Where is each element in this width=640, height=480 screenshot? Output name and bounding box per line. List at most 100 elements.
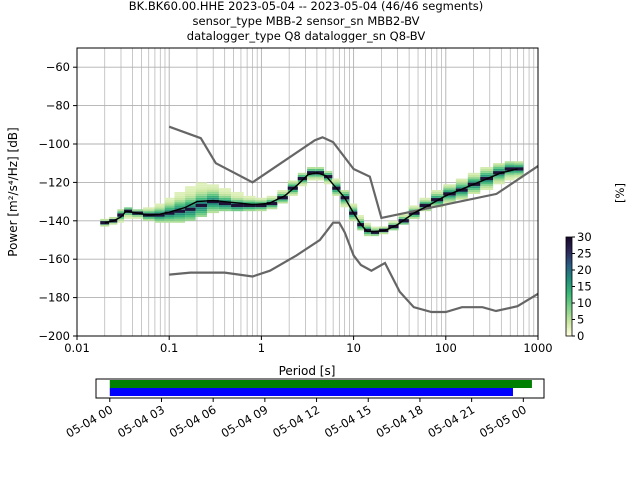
density-cell [287,190,298,192]
density-cell [493,167,505,169]
density-cell [218,207,232,210]
density-cell [185,216,196,219]
density-cell [124,213,133,216]
density-cell [266,207,278,210]
density-cell [185,215,196,217]
plot-frame [76,47,539,337]
density-cell [287,192,298,194]
density-cell [467,188,481,191]
density-cell [340,192,350,194]
colorbar-segment [566,326,572,329]
density-cell [443,186,456,189]
density-cell [443,190,456,192]
density-cell [174,207,186,210]
density-cell [255,207,267,210]
density-cell [349,216,358,219]
density-cell [443,201,456,204]
density-cell [277,199,288,202]
density-cell [164,216,175,219]
colorbar-segment [566,331,572,334]
density-cell [206,184,219,187]
density-cell [109,216,118,219]
density-cell [100,224,110,227]
density-peak-cell [370,230,380,234]
density-cell [493,168,505,171]
density-cell [297,174,308,177]
density-cell [174,199,186,202]
density-cell [363,222,371,225]
density-cell [357,216,364,219]
colorbar-segment [566,296,572,299]
density-cell [307,168,316,171]
density-cell [124,215,133,217]
density-cell [455,180,468,183]
x-tick-label: 1 [258,341,265,355]
density-cell [195,184,207,187]
colorbar-tick-label: 15 [577,280,592,294]
density-cell [255,197,267,200]
density-cell [195,195,207,198]
density-cell [185,205,196,208]
colorbar-segment [566,309,572,312]
density-cell [132,209,143,212]
colorbar-segment [566,329,572,332]
density-cell [349,205,358,208]
density-cell [514,165,524,168]
density-cell [218,195,232,198]
density-cell [185,218,196,221]
density-cell [154,218,165,221]
density-cell [493,176,505,179]
density-cell [174,203,186,206]
density-cell [370,226,380,229]
density-cell [185,201,196,204]
density-cell [164,220,175,223]
density-cell [379,232,389,235]
y-tick-label: −160 [38,252,70,266]
title-line-3: datalogger_type Q8 datalogger_sn Q8-BV [187,29,426,43]
density-cell [255,199,267,202]
colorbar-segment [566,311,572,314]
density-cell [332,178,341,181]
density-cell [164,205,175,208]
colorbar-segment [566,240,572,243]
timeline-tick-label: 05-04 06 [167,402,219,440]
colorbar-segment [566,321,572,324]
density-peak-cell [231,203,244,207]
density-cell [154,209,165,212]
density-cell [218,199,232,202]
density-cell [332,190,341,192]
density-cell [174,215,186,217]
density-cell [218,197,232,200]
density-cell [504,172,515,175]
y-tick-label: −80 [46,99,70,113]
density-cell [363,224,371,227]
density-cell [243,207,256,210]
colorbar-segment [566,261,572,264]
colorbar-segment [566,301,572,304]
density-peak-cell [514,167,524,171]
density-peak-cell [218,201,232,206]
density-cell [117,218,125,221]
colorbar-segment [566,293,572,296]
density-cell [315,176,324,179]
timeline-panel [95,378,545,399]
density-cell [398,215,409,217]
density-cell [370,228,380,231]
density-cell [142,211,155,214]
density-cell [174,201,186,204]
timeline-tick-label: 05-04 15 [322,402,374,440]
density-cell [185,213,196,216]
density-cell [332,182,341,185]
colorbar-segment [566,312,572,315]
colorbar-tick-label: 0 [577,329,584,343]
timeline-tick-label: 05-04 00 [63,402,115,440]
density-cell [185,186,196,189]
density-cell [455,192,468,194]
colorbar-segment [566,268,572,271]
density-cell [124,207,133,210]
density-cell [431,195,444,198]
density-cell [218,188,232,191]
colorbar-segment [566,279,572,282]
density-cell [154,216,165,219]
density-cell [455,193,468,196]
